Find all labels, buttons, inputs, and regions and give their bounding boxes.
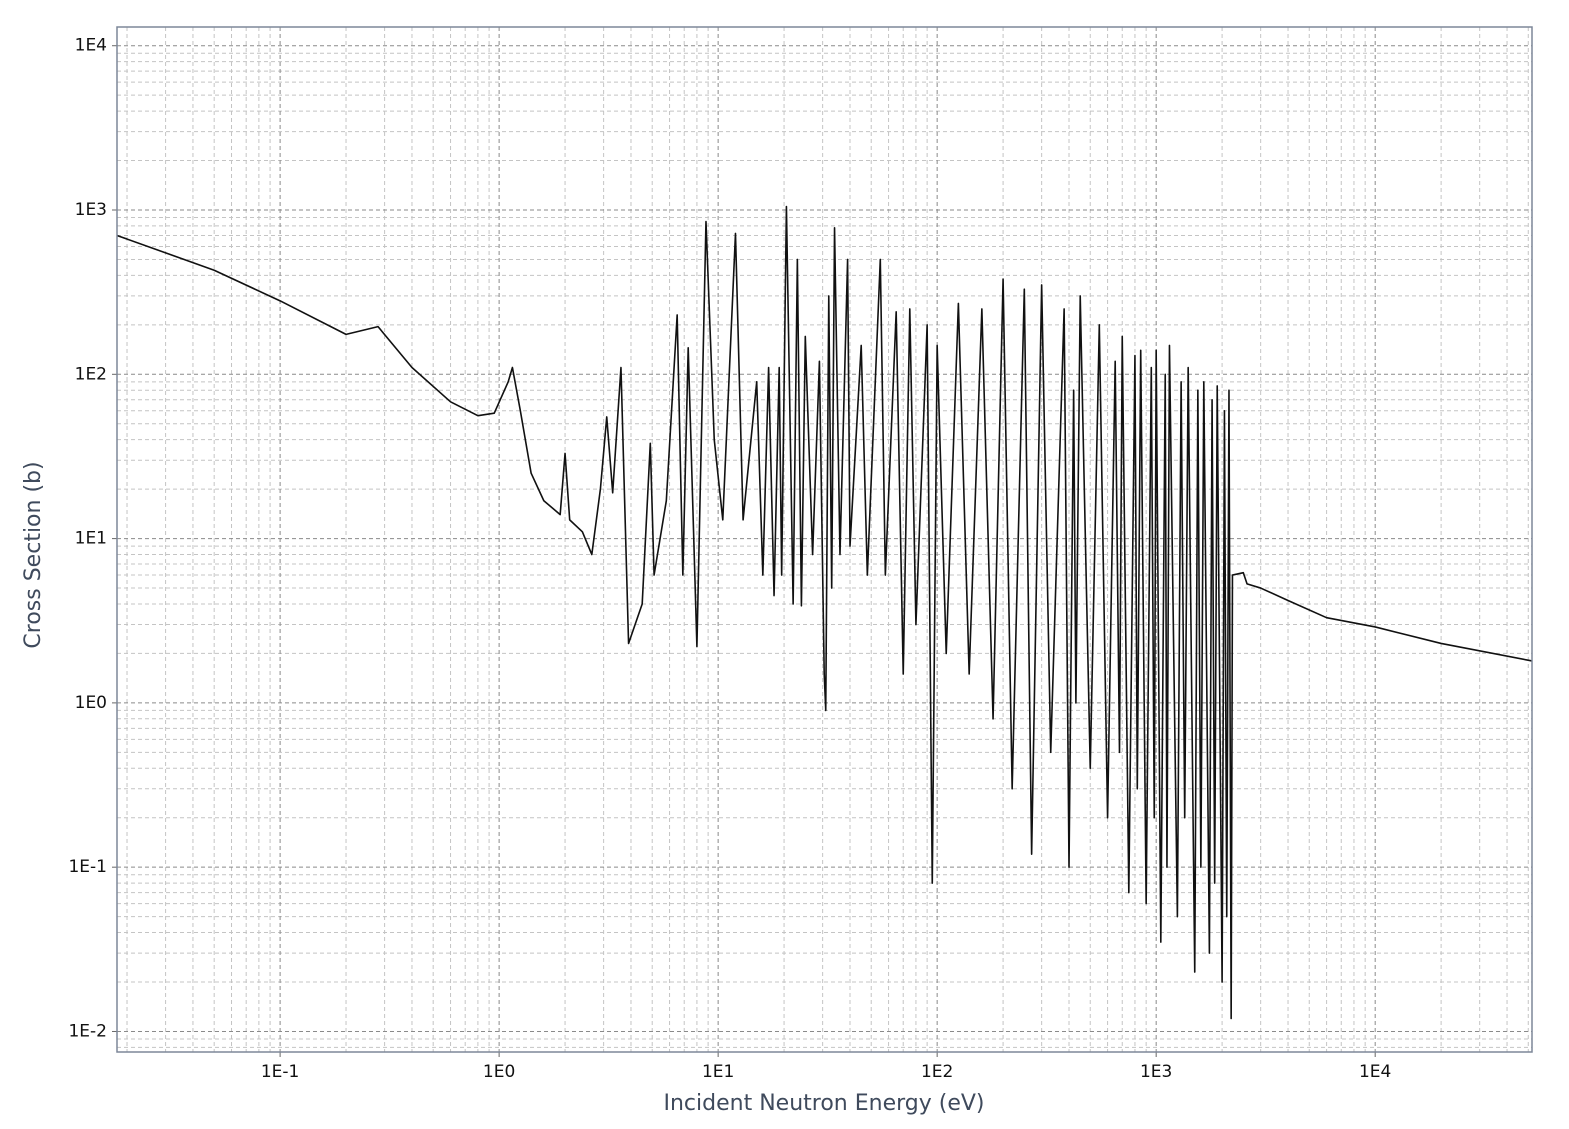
- y-tick-label: 1E3: [75, 200, 107, 220]
- y-tick-label: 1E0: [75, 693, 107, 713]
- y-tick-label: 1E-1: [68, 857, 107, 877]
- data-line: [116, 205, 1533, 1020]
- plot-frame: [116, 26, 1533, 1053]
- x-axis-title: Incident Neutron Energy (eV): [664, 1091, 985, 1116]
- y-axis-title: Cross Section (b): [21, 461, 46, 648]
- x-tick-label: 1E2: [921, 1062, 953, 1082]
- x-tick-label: 1E-1: [261, 1062, 300, 1082]
- x-tick-label: 1E4: [1359, 1062, 1391, 1082]
- x-tick-label: 1E3: [1140, 1062, 1172, 1082]
- y-tick-label: 1E-2: [68, 1021, 107, 1041]
- y-tick-label: 1E1: [75, 529, 107, 549]
- x-tick-label: 1E0: [483, 1062, 515, 1082]
- y-tick-label: 1E2: [75, 364, 107, 384]
- x-tick-label: 1E1: [702, 1062, 734, 1082]
- y-tick-label: 1E4: [75, 36, 107, 56]
- plot-area: [117, 27, 1532, 1052]
